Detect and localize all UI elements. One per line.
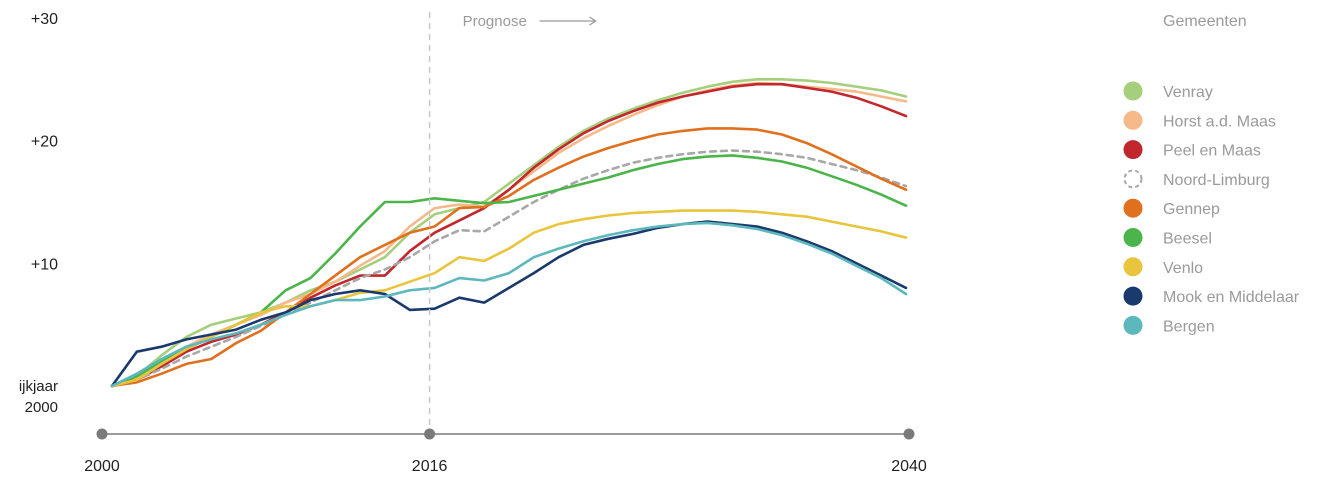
y-axis: +30 +20 +10 [31, 11, 58, 273]
y-tick-label: +10 [31, 256, 58, 273]
legend-marker-venlo [1123, 257, 1143, 277]
legend-marker-venray [1123, 81, 1143, 101]
prognosis-label: Prognose [463, 13, 527, 30]
legend-label-venlo: Venlo [1163, 260, 1203, 277]
legend-marker-horst-a-d-maas [1123, 110, 1143, 130]
legend-label-mook-en-middelaar: Mook en Middelaar [1163, 289, 1300, 306]
legend-marker-beesel [1123, 228, 1143, 247]
series-line-venray [110, 78, 908, 388]
series-line-noord-limburg [110, 149, 908, 388]
series-line-bergen [110, 221, 908, 388]
legend-label-beesel: Beesel [1163, 231, 1212, 248]
x-tick-label: 2040 [891, 458, 927, 475]
legend-marker-gennep [1123, 198, 1143, 218]
legend-label-peel-en-maas: Peel en Maas [1163, 143, 1261, 160]
series-line-gennep [110, 127, 908, 388]
legend-label-gennep: Gennep [1163, 201, 1220, 218]
y-tick-label: +20 [31, 134, 58, 151]
x-tick-label: 2000 [84, 458, 120, 475]
legend-label-venray: Venray [1163, 84, 1213, 101]
baseline-label-line1: ijkjaar [19, 378, 58, 395]
legend: Gemeenten Venray Horst a.d. Maas Peel en M… [1123, 13, 1300, 335]
legend-marker-peel-en-maas [1123, 140, 1143, 160]
prognosis-marker: Prognose [428, 12, 597, 428]
legend-marker-noord-limburg [1123, 169, 1143, 189]
legend-marker-bergen [1123, 315, 1143, 335]
x-tick-dot [96, 428, 108, 440]
x-tick-dot [424, 428, 436, 440]
x-axis: 2000 2016 2040 [84, 428, 927, 475]
y-tick-label: +30 [31, 11, 58, 28]
x-tick-dot [903, 428, 915, 440]
prognosis-arrow-icon [589, 16, 597, 26]
series-line-venlo [110, 209, 908, 388]
baseline-label: ijkjaar 2000 [19, 378, 58, 416]
series-layer [110, 78, 908, 388]
baseline-label-line2: 2000 [25, 399, 58, 416]
legend-label-noord-limburg: Noord-Limburg [1163, 172, 1270, 189]
legend-marker-mook-en-middelaar [1123, 286, 1143, 306]
legend-label-horst-a-d-maas: Horst a.d. Maas [1163, 113, 1276, 130]
legend-label-bergen: Bergen [1163, 318, 1215, 335]
x-tick-label: 2016 [412, 458, 448, 475]
series-line-mook-en-middelaar [110, 220, 908, 388]
legend-title: Gemeenten [1163, 13, 1247, 30]
